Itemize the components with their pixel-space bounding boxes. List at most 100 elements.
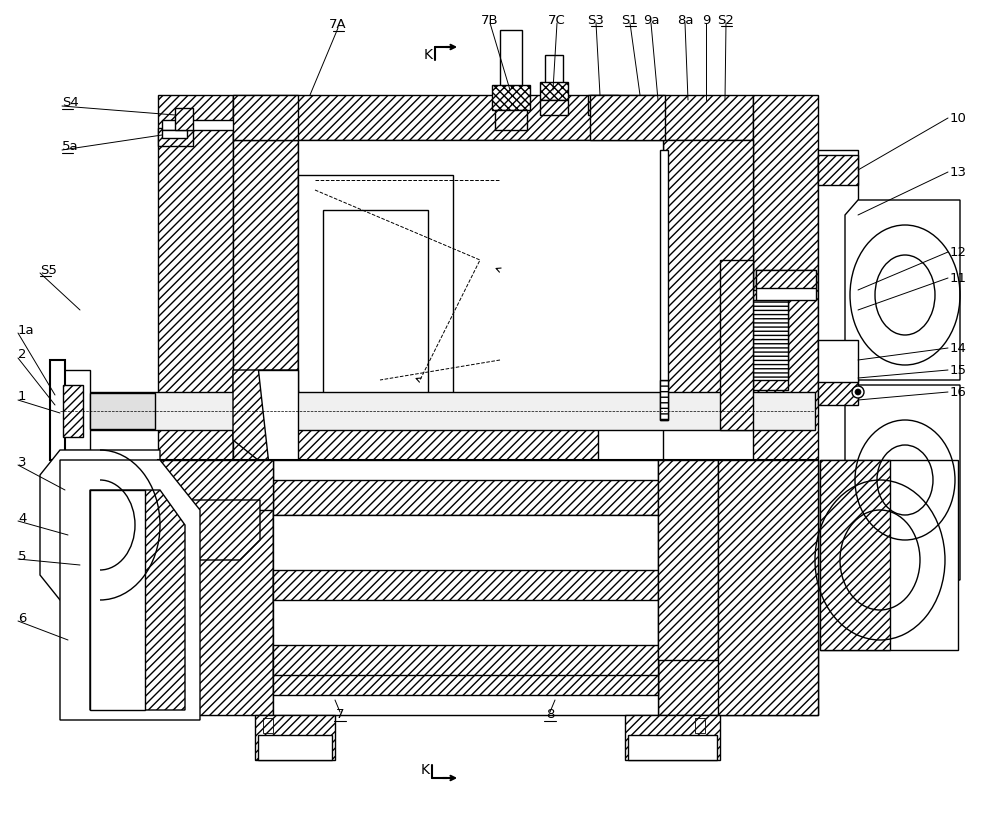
Text: 13: 13 bbox=[950, 165, 967, 179]
Text: 16: 16 bbox=[950, 386, 967, 399]
Text: S1: S1 bbox=[622, 13, 638, 26]
Bar bbox=[233, 140, 298, 460]
Bar bbox=[60, 392, 815, 430]
Bar bbox=[818, 155, 858, 185]
Text: 8a: 8a bbox=[677, 13, 693, 26]
Text: 3: 3 bbox=[18, 455, 26, 468]
Bar bbox=[658, 460, 718, 660]
Bar bbox=[663, 95, 753, 140]
Bar bbox=[820, 460, 890, 650]
Bar bbox=[756, 270, 816, 288]
Bar bbox=[158, 460, 273, 510]
Text: 2: 2 bbox=[18, 349, 26, 361]
Text: S3: S3 bbox=[588, 13, 604, 26]
Bar bbox=[695, 718, 705, 733]
Bar bbox=[273, 645, 658, 675]
Polygon shape bbox=[190, 500, 260, 560]
Bar bbox=[625, 715, 720, 760]
Bar bbox=[500, 30, 522, 95]
Polygon shape bbox=[60, 460, 120, 525]
Bar bbox=[162, 130, 187, 138]
Polygon shape bbox=[60, 460, 200, 720]
Bar bbox=[818, 150, 858, 350]
Bar bbox=[158, 95, 233, 460]
Bar bbox=[545, 55, 563, 90]
Bar bbox=[60, 370, 90, 450]
Text: 5a: 5a bbox=[62, 141, 79, 153]
Bar bbox=[753, 300, 788, 380]
Polygon shape bbox=[845, 385, 960, 580]
Bar bbox=[720, 260, 753, 430]
Circle shape bbox=[852, 386, 864, 398]
Text: S4: S4 bbox=[62, 97, 79, 110]
Bar bbox=[753, 290, 788, 390]
Bar bbox=[90, 393, 155, 429]
Polygon shape bbox=[233, 370, 298, 460]
Bar bbox=[175, 108, 193, 130]
Bar bbox=[162, 120, 242, 130]
Polygon shape bbox=[258, 370, 298, 460]
Bar bbox=[233, 390, 298, 465]
Text: 12: 12 bbox=[950, 246, 967, 259]
Bar bbox=[273, 660, 658, 695]
Text: 15: 15 bbox=[950, 364, 967, 377]
Bar bbox=[63, 385, 83, 437]
Text: S5: S5 bbox=[40, 264, 57, 277]
Bar bbox=[818, 380, 858, 405]
Text: 6: 6 bbox=[18, 612, 26, 625]
Text: 10: 10 bbox=[950, 111, 967, 124]
Bar bbox=[273, 480, 658, 515]
Bar bbox=[298, 175, 453, 445]
Bar bbox=[590, 95, 665, 140]
Bar bbox=[660, 380, 668, 420]
Bar bbox=[50, 360, 65, 460]
Bar bbox=[663, 140, 753, 420]
Bar bbox=[588, 95, 618, 115]
Polygon shape bbox=[90, 490, 145, 710]
Text: 7B: 7B bbox=[481, 13, 499, 26]
Text: K: K bbox=[421, 763, 430, 777]
Bar bbox=[323, 210, 428, 410]
Bar bbox=[233, 95, 663, 140]
Text: 8: 8 bbox=[546, 708, 554, 722]
Bar bbox=[273, 570, 658, 600]
Bar bbox=[258, 735, 332, 760]
Circle shape bbox=[855, 389, 861, 395]
Text: 4: 4 bbox=[18, 512, 26, 524]
Polygon shape bbox=[40, 450, 160, 600]
Bar bbox=[273, 515, 658, 660]
Bar bbox=[255, 715, 335, 760]
Bar bbox=[158, 460, 273, 715]
Bar bbox=[273, 460, 658, 715]
Text: 7: 7 bbox=[336, 708, 344, 722]
Bar bbox=[718, 460, 818, 715]
Bar bbox=[756, 270, 816, 300]
Polygon shape bbox=[820, 460, 958, 650]
Text: 5: 5 bbox=[18, 550, 26, 563]
Bar bbox=[540, 82, 568, 100]
Bar bbox=[658, 460, 818, 715]
Text: 7A: 7A bbox=[329, 19, 347, 31]
Bar bbox=[628, 735, 717, 760]
Bar bbox=[753, 95, 818, 460]
Text: 7C: 7C bbox=[548, 13, 566, 26]
Bar bbox=[495, 110, 527, 130]
Bar bbox=[233, 420, 598, 460]
Bar bbox=[158, 460, 818, 715]
Text: 9a: 9a bbox=[643, 13, 659, 26]
Bar bbox=[818, 340, 858, 382]
Bar bbox=[492, 85, 530, 110]
Text: K: K bbox=[424, 48, 433, 62]
Bar bbox=[158, 128, 193, 146]
Bar bbox=[298, 140, 663, 460]
Text: 9: 9 bbox=[702, 13, 710, 26]
Bar bbox=[263, 718, 273, 733]
Bar bbox=[540, 100, 568, 115]
Text: S2: S2 bbox=[718, 13, 734, 26]
Polygon shape bbox=[845, 200, 960, 380]
Text: 11: 11 bbox=[950, 272, 967, 284]
Bar bbox=[660, 150, 668, 420]
Text: 1: 1 bbox=[18, 391, 26, 404]
Text: 14: 14 bbox=[950, 342, 967, 355]
Polygon shape bbox=[60, 460, 90, 480]
